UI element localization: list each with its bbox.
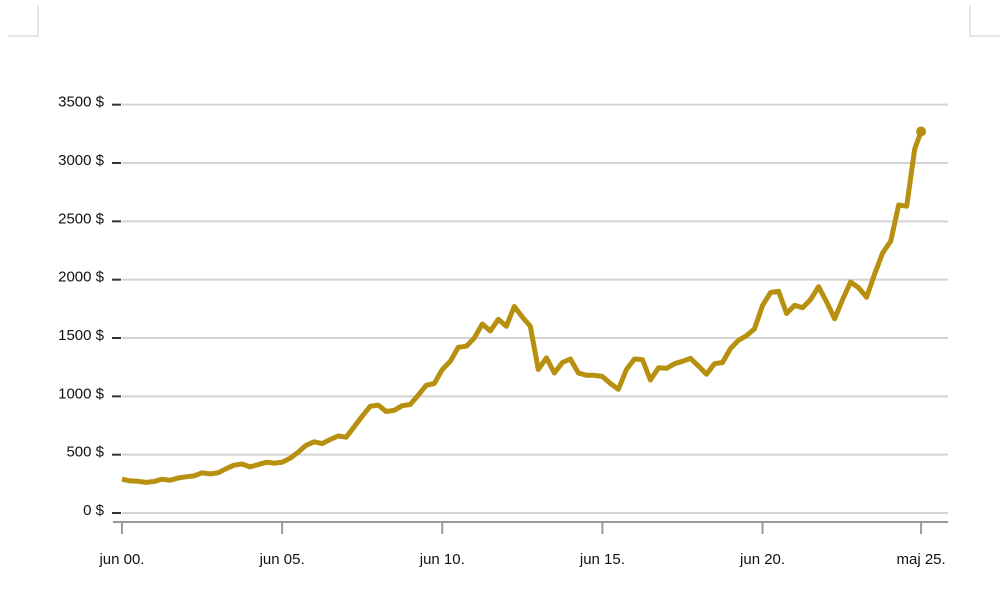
page-corner [8,5,39,37]
y-tick-label: 500 $ [66,444,104,461]
y-tick-label: 2500 $ [58,210,105,227]
y-tick-label: 3000 $ [58,152,105,169]
x-tick-label: jun 10. [419,551,465,568]
y-tick-label: 1000 $ [58,385,105,402]
x-tick-label: jun 00. [98,551,144,568]
y-tick-label: 2000 $ [58,269,105,286]
x-tick-label: jun 05. [259,551,305,568]
end-point [916,126,927,137]
x-tick-label: jun 15. [579,551,625,568]
y-tick-label: 3500 $ [58,94,105,111]
y-tick-label: 1500 $ [58,327,105,344]
x-tick-label: jun 20. [739,551,785,568]
x-tick-label: maj 25. [896,551,945,568]
price-line [121,130,924,485]
page-corner [969,5,1000,37]
y-tick-label: 0 $ [83,502,105,519]
